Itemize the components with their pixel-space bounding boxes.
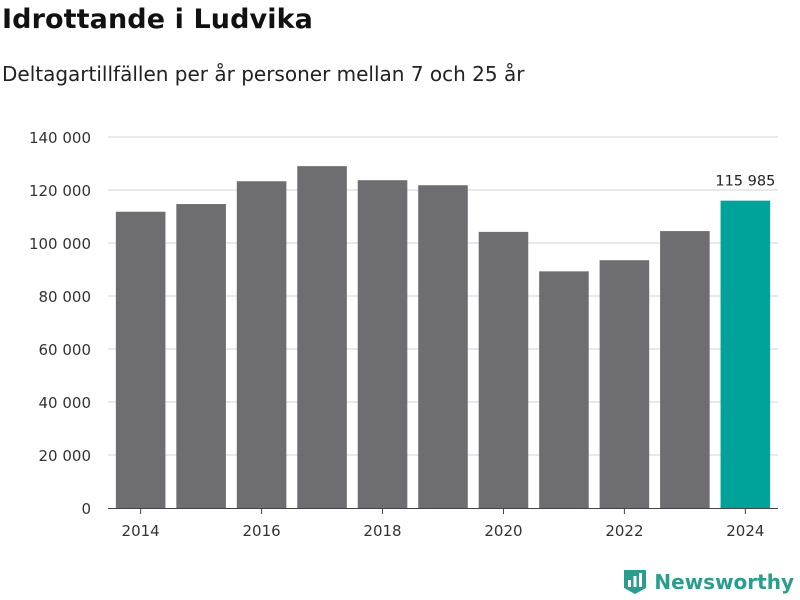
bar-2022: [599, 260, 650, 508]
x-tick-label: 2022: [605, 522, 643, 540]
brand-name: Newsworthy: [654, 570, 794, 594]
y-axis-ticks: 0 20 000 40 000 60 000 80 000 100 000 120 000 1…: [29, 129, 91, 518]
y-tick-label: 40 000: [39, 394, 92, 412]
x-tick-label: 2014: [122, 522, 160, 540]
bar-2021: [539, 271, 589, 508]
y-tick-label: 0: [81, 500, 91, 518]
bar-2019: [418, 185, 468, 509]
x-tick-label: 2024: [726, 522, 764, 540]
bar-2015: [176, 204, 226, 509]
bars: [115, 166, 771, 509]
bar-2024: [720, 200, 771, 508]
bar-2023: [660, 231, 710, 508]
y-tick-label: 80 000: [39, 288, 92, 306]
bar-2016: [236, 181, 287, 508]
x-tick-label: 2018: [363, 522, 401, 540]
bar-2020: [478, 231, 529, 508]
y-tick-label: 100 000: [29, 235, 91, 253]
x-tick-label: 2020: [484, 522, 522, 540]
x-tick-label: 2016: [242, 522, 280, 540]
chart-subtitle: Deltagartillfällen per år personer mella…: [2, 62, 525, 86]
y-tick-label: 120 000: [29, 182, 91, 200]
newsworthy-logo-icon: [624, 570, 647, 594]
x-axis-ticks: 2014 2016 2018 2020 2022 2024: [122, 508, 764, 540]
bar-2017: [297, 166, 347, 508]
brand: Newsworthy: [622, 568, 794, 596]
y-tick-label: 60 000: [39, 341, 92, 359]
bar-2018: [357, 180, 408, 508]
data-label-highlight: 115 985: [715, 174, 775, 190]
bar-2014: [115, 211, 166, 509]
y-tick-label: 20 000: [39, 447, 92, 465]
y-tick-label: 140 000: [29, 129, 91, 147]
data-labels: 115 985: [715, 174, 775, 190]
chart-title: Idrottande i Ludvika: [2, 4, 313, 35]
